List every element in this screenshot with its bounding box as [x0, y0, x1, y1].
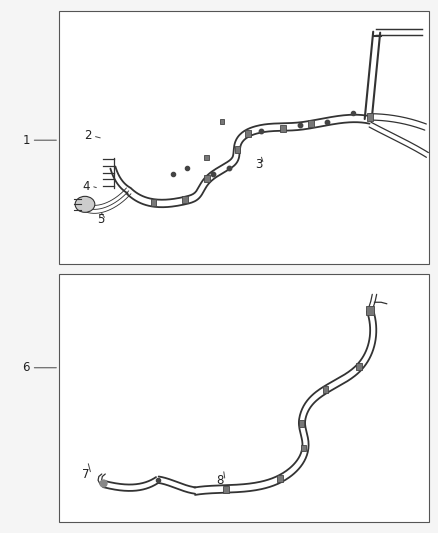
Text: 8: 8 [216, 474, 223, 487]
Bar [204, 155, 208, 160]
Bar [299, 420, 304, 426]
Text: 5: 5 [97, 213, 104, 226]
Bar [308, 119, 314, 126]
Bar [277, 475, 283, 482]
Bar [220, 119, 224, 124]
Bar [300, 445, 306, 451]
Bar [323, 386, 328, 393]
Bar [151, 199, 156, 206]
Bar [366, 305, 374, 315]
Text: 1: 1 [22, 134, 30, 147]
Bar [245, 130, 251, 137]
Bar [182, 196, 188, 203]
Text: 2: 2 [84, 130, 92, 142]
Bar [280, 125, 286, 132]
Bar [204, 175, 210, 182]
Ellipse shape [75, 196, 95, 212]
Bar [356, 363, 362, 370]
Bar [367, 114, 373, 121]
Bar [59, 274, 429, 522]
Text: 4: 4 [82, 180, 90, 192]
Bar [59, 11, 429, 264]
Bar [223, 486, 229, 492]
Bar [235, 147, 240, 154]
Text: 6: 6 [22, 361, 30, 374]
Text: 3: 3 [255, 158, 262, 171]
Text: 7: 7 [82, 468, 90, 481]
